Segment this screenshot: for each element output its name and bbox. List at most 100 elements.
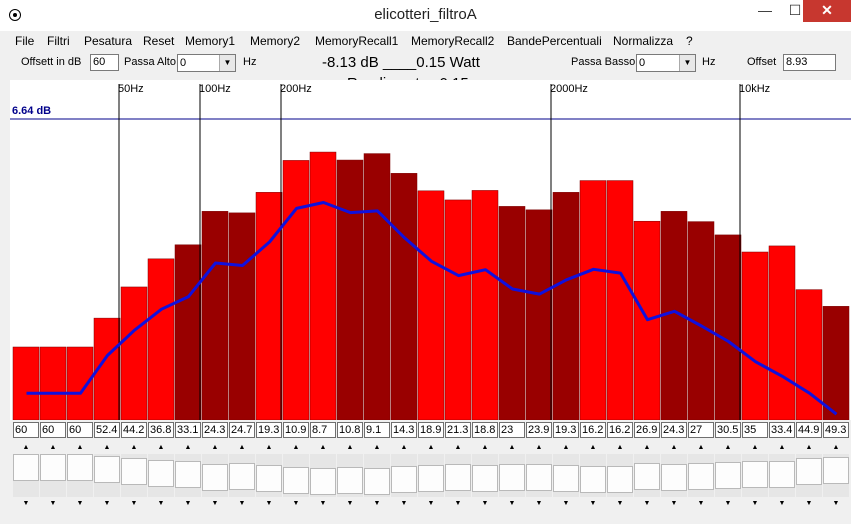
menu-memoryrecall1[interactable]: MemoryRecall1 bbox=[315, 34, 399, 48]
band-value-input[interactable]: 10.9 bbox=[283, 422, 309, 438]
slider-thumb[interactable] bbox=[688, 462, 714, 490]
slider-thumb[interactable] bbox=[715, 461, 741, 489]
slider-up-arrow-icon[interactable]: ▲ bbox=[364, 441, 390, 454]
slider-down-arrow-icon[interactable]: ▼ bbox=[526, 497, 552, 510]
band-value-input[interactable]: 60 bbox=[67, 422, 93, 438]
slider-thumb[interactable] bbox=[256, 464, 282, 492]
band-value-input[interactable]: 27 bbox=[688, 422, 714, 438]
slider-thumb[interactable] bbox=[148, 460, 174, 488]
band-slider[interactable]: ▲ ▼ bbox=[229, 441, 255, 511]
slider-down-arrow-icon[interactable]: ▼ bbox=[337, 497, 363, 510]
band-slider[interactable]: ▲ ▼ bbox=[121, 441, 147, 511]
band-slider[interactable]: ▲ ▼ bbox=[94, 441, 120, 511]
band-value-input[interactable]: 18.9 bbox=[418, 422, 444, 438]
slider-down-arrow-icon[interactable]: ▼ bbox=[256, 497, 282, 510]
band-value-input[interactable]: 30.5 bbox=[715, 422, 741, 438]
slider-thumb[interactable] bbox=[175, 461, 201, 489]
band-value-input[interactable]: 21.3 bbox=[445, 422, 471, 438]
menu-bandepercentuali[interactable]: BandePercentuali bbox=[507, 34, 602, 48]
slider-thumb[interactable] bbox=[67, 454, 93, 481]
band-slider[interactable]: ▲ ▼ bbox=[256, 441, 282, 511]
slider-thumb[interactable] bbox=[13, 454, 39, 481]
band-value-input[interactable]: 19.3 bbox=[256, 422, 282, 438]
slider-up-arrow-icon[interactable]: ▲ bbox=[94, 441, 120, 454]
band-value-input[interactable]: 24.3 bbox=[661, 422, 687, 438]
band-slider[interactable]: ▲ ▼ bbox=[742, 441, 768, 511]
slider-down-arrow-icon[interactable]: ▼ bbox=[445, 497, 471, 510]
slider-down-arrow-icon[interactable]: ▼ bbox=[796, 497, 822, 510]
slider-down-arrow-icon[interactable]: ▼ bbox=[769, 497, 795, 510]
slider-down-arrow-icon[interactable]: ▼ bbox=[688, 497, 714, 510]
slider-up-arrow-icon[interactable]: ▲ bbox=[580, 441, 606, 454]
band-value-input[interactable]: 52.4 bbox=[94, 422, 120, 438]
slider-thumb[interactable] bbox=[229, 463, 255, 491]
menu-memory2[interactable]: Memory2 bbox=[250, 34, 301, 48]
menu-help[interactable]: ? bbox=[686, 34, 693, 48]
slider-thumb[interactable] bbox=[121, 458, 147, 486]
band-value-input[interactable]: 14.3 bbox=[391, 422, 417, 438]
band-value-input[interactable]: 8.7 bbox=[310, 422, 336, 438]
slider-up-arrow-icon[interactable]: ▲ bbox=[553, 441, 579, 454]
menu-pesatura[interactable]: Pesatura bbox=[84, 34, 133, 48]
slider-down-arrow-icon[interactable]: ▼ bbox=[607, 497, 633, 510]
slider-thumb[interactable] bbox=[337, 467, 363, 495]
slider-thumb[interactable] bbox=[796, 458, 822, 486]
slider-up-arrow-icon[interactable]: ▲ bbox=[715, 441, 741, 454]
app-icon[interactable] bbox=[9, 9, 21, 21]
menu-memory1[interactable]: Memory1 bbox=[185, 34, 236, 48]
slider-thumb[interactable] bbox=[661, 463, 687, 491]
band-slider[interactable]: ▲ ▼ bbox=[553, 441, 579, 511]
slider-up-arrow-icon[interactable]: ▲ bbox=[13, 441, 39, 454]
band-value-input[interactable]: 18.8 bbox=[472, 422, 498, 438]
band-slider[interactable]: ▲ ▼ bbox=[607, 441, 633, 511]
band-slider[interactable]: ▲ ▼ bbox=[337, 441, 363, 511]
band-value-input[interactable]: 60 bbox=[40, 422, 66, 438]
slider-up-arrow-icon[interactable]: ▲ bbox=[823, 441, 849, 454]
offset-db-input[interactable]: 60 bbox=[90, 54, 119, 71]
band-value-input[interactable]: 35 bbox=[742, 422, 768, 438]
close-button[interactable]: ✕ bbox=[803, 0, 851, 22]
slider-down-arrow-icon[interactable]: ▼ bbox=[283, 497, 309, 510]
slider-thumb[interactable] bbox=[445, 464, 471, 492]
band-slider[interactable]: ▲ ▼ bbox=[67, 441, 93, 511]
band-slider[interactable]: ▲ ▼ bbox=[661, 441, 687, 511]
passa-alto-select[interactable]: 0 ▼ bbox=[177, 54, 236, 72]
band-slider[interactable]: ▲ ▼ bbox=[715, 441, 741, 511]
band-slider[interactable]: ▲ ▼ bbox=[769, 441, 795, 511]
slider-down-arrow-icon[interactable]: ▼ bbox=[661, 497, 687, 510]
slider-thumb[interactable] bbox=[283, 467, 309, 495]
slider-down-arrow-icon[interactable]: ▼ bbox=[364, 497, 390, 510]
slider-thumb[interactable] bbox=[40, 454, 66, 481]
slider-up-arrow-icon[interactable]: ▲ bbox=[634, 441, 660, 454]
slider-down-arrow-icon[interactable]: ▼ bbox=[553, 497, 579, 510]
slider-up-arrow-icon[interactable]: ▲ bbox=[742, 441, 768, 454]
slider-down-arrow-icon[interactable]: ▼ bbox=[121, 497, 147, 510]
slider-up-arrow-icon[interactable]: ▲ bbox=[256, 441, 282, 454]
band-slider[interactable]: ▲ ▼ bbox=[40, 441, 66, 511]
slider-down-arrow-icon[interactable]: ▼ bbox=[823, 497, 849, 510]
menu-memoryrecall2[interactable]: MemoryRecall2 bbox=[411, 34, 495, 48]
slider-thumb[interactable] bbox=[823, 456, 849, 484]
slider-up-arrow-icon[interactable]: ▲ bbox=[40, 441, 66, 454]
band-slider[interactable]: ▲ ▼ bbox=[580, 441, 606, 511]
menu-normalizza[interactable]: Normalizza bbox=[613, 34, 674, 48]
band-value-input[interactable]: 9.1 bbox=[364, 422, 390, 438]
slider-thumb[interactable] bbox=[418, 464, 444, 492]
band-value-input[interactable]: 33.1 bbox=[175, 422, 201, 438]
slider-up-arrow-icon[interactable]: ▲ bbox=[202, 441, 228, 454]
slider-down-arrow-icon[interactable]: ▼ bbox=[634, 497, 660, 510]
slider-down-arrow-icon[interactable]: ▼ bbox=[148, 497, 174, 510]
slider-thumb[interactable] bbox=[769, 461, 795, 489]
band-slider[interactable]: ▲ ▼ bbox=[175, 441, 201, 511]
offset-input[interactable]: 8.93 bbox=[783, 54, 836, 71]
slider-up-arrow-icon[interactable]: ▲ bbox=[661, 441, 687, 454]
slider-thumb[interactable] bbox=[310, 467, 336, 495]
chevron-down-icon[interactable]: ▼ bbox=[219, 55, 235, 71]
band-value-input[interactable]: 16.2 bbox=[607, 422, 633, 438]
slider-up-arrow-icon[interactable]: ▲ bbox=[418, 441, 444, 454]
slider-up-arrow-icon[interactable]: ▲ bbox=[310, 441, 336, 454]
band-value-input[interactable]: 36.8 bbox=[148, 422, 174, 438]
band-value-input[interactable]: 26.9 bbox=[634, 422, 660, 438]
slider-thumb[interactable] bbox=[499, 463, 525, 491]
band-slider[interactable]: ▲ ▼ bbox=[13, 441, 39, 511]
